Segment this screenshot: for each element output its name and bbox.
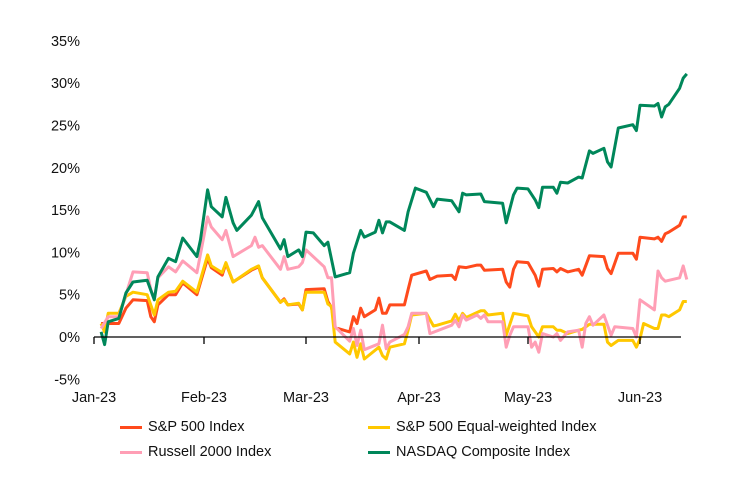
series-lines bbox=[99, 72, 689, 361]
x-tick-label: Jan-23 bbox=[72, 390, 116, 406]
y-tick-label: -5% bbox=[54, 372, 80, 388]
series-line-s-p-500-equal-weighted-index bbox=[99, 253, 687, 361]
legend-swatch-russell-2000 bbox=[120, 450, 142, 454]
legend-swatch-sp500-equal-weighted bbox=[368, 425, 390, 429]
x-tick-label: Apr-23 bbox=[397, 390, 441, 406]
x-axis: Jan-23 Feb-23 Mar-23 Apr-23 May-23 Jun-23 bbox=[72, 336, 681, 406]
x-tick-label: Jun-23 bbox=[618, 390, 662, 406]
y-tick-label: 25% bbox=[51, 119, 80, 135]
y-tick-label: 0% bbox=[59, 330, 80, 346]
x-tick-label: Feb-23 bbox=[181, 390, 227, 406]
legend-label: NASDAQ Composite Index bbox=[396, 444, 571, 460]
legend-item-sp500-equal-weighted: S&P 500 Equal-weighted Index bbox=[368, 419, 596, 435]
y-tick-label: 5% bbox=[59, 288, 80, 304]
legend-swatch-nasdaq bbox=[368, 450, 390, 454]
legend-label: Russell 2000 Index bbox=[148, 444, 272, 460]
x-tick-label: May-23 bbox=[504, 390, 552, 406]
x-tick-label: Mar-23 bbox=[283, 390, 329, 406]
y-axis: -5% 0% 5% 10% 15% 20% 25% 30% 35% bbox=[51, 34, 80, 388]
y-tick-label: 35% bbox=[51, 34, 80, 50]
series-line-russell-2000-index bbox=[99, 215, 689, 354]
y-tick-label: 20% bbox=[51, 161, 80, 177]
legend-label: S&P 500 Equal-weighted Index bbox=[396, 419, 597, 435]
y-tick-label: 10% bbox=[51, 245, 80, 261]
y-tick-label: 15% bbox=[51, 203, 80, 219]
series-line-nasdaq-composite-index bbox=[99, 72, 688, 347]
legend-item-sp500: S&P 500 Index bbox=[120, 419, 244, 435]
y-tick-label: 30% bbox=[51, 76, 80, 92]
legend-item-nasdaq: NASDAQ Composite Index bbox=[368, 444, 570, 460]
legend-item-russell-2000: Russell 2000 Index bbox=[120, 444, 271, 460]
series-line-s-p-500-index bbox=[101, 215, 687, 334]
legend-label: S&P 500 Index bbox=[148, 419, 245, 435]
legend-swatch-sp500 bbox=[120, 425, 142, 429]
